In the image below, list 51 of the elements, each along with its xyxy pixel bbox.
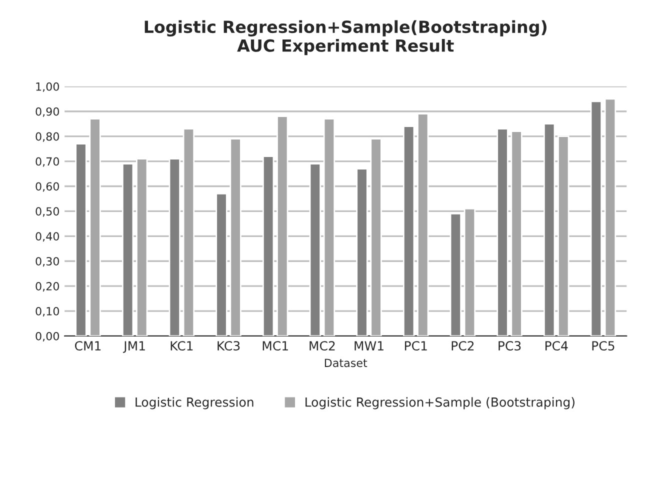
x-tick-label: MW1 [354, 341, 384, 350]
legend-label: Logistic Regression [136, 397, 254, 410]
bar [604, 98, 616, 336]
bar [323, 118, 336, 336]
bar [370, 138, 382, 336]
x-tick-label: PC3 [498, 341, 521, 351]
bar [89, 118, 101, 336]
legend-label: Logistic Regression+Sample (Bootstraping) [306, 397, 574, 410]
x-tick-label: CM1 [74, 341, 101, 351]
y-tick-label: 0,60 [36, 182, 59, 192]
y-tick-label: 0,20 [36, 282, 59, 292]
bar [309, 163, 322, 336]
y-tick-label: 0,70 [36, 157, 59, 167]
x-tick-label: MC2 [310, 341, 335, 351]
bar [558, 136, 570, 336]
bar [230, 138, 242, 336]
y-tick-label: 0,90 [36, 107, 59, 117]
x-tick-label: PC1 [404, 341, 427, 351]
y-tick-label: 0,50 [36, 207, 59, 217]
bar [262, 156, 274, 336]
bar [450, 213, 462, 336]
bar [168, 158, 181, 336]
bar [75, 143, 87, 336]
bar [543, 123, 556, 336]
bar [182, 128, 195, 336]
x-tick-label: PC4 [545, 341, 568, 351]
bar [590, 100, 602, 336]
x-tick-label: MC1 [262, 341, 288, 351]
bar [276, 116, 288, 336]
x-tick-label: PC2 [452, 341, 474, 351]
y-tick-label: 1,00 [36, 82, 59, 92]
y-tick-label: 0,10 [36, 307, 59, 317]
y-tick-label: 0,80 [36, 132, 59, 142]
x-tick-label: PC5 [592, 341, 614, 351]
bar [402, 126, 415, 336]
x-tick-label: KC3 [218, 341, 240, 351]
y-tick-label: 0,30 [36, 257, 59, 267]
x-tick-label: KC1 [170, 341, 193, 351]
y-tick-label: 0,40 [36, 232, 59, 242]
bar [122, 163, 134, 336]
bar [496, 128, 508, 336]
x-axis-title: Dataset [324, 358, 368, 368]
bar [510, 130, 522, 336]
bar [417, 113, 429, 336]
x-tick-label: JM1 [122, 341, 145, 353]
bar [216, 193, 228, 336]
bar [356, 168, 368, 336]
bar [136, 158, 148, 336]
chart-title: Logistic Regression+Sample(Bootstraping) AUC Experiment Result [144, 20, 546, 56]
y-tick-label: 0,00 [36, 332, 59, 342]
bar [464, 208, 476, 336]
